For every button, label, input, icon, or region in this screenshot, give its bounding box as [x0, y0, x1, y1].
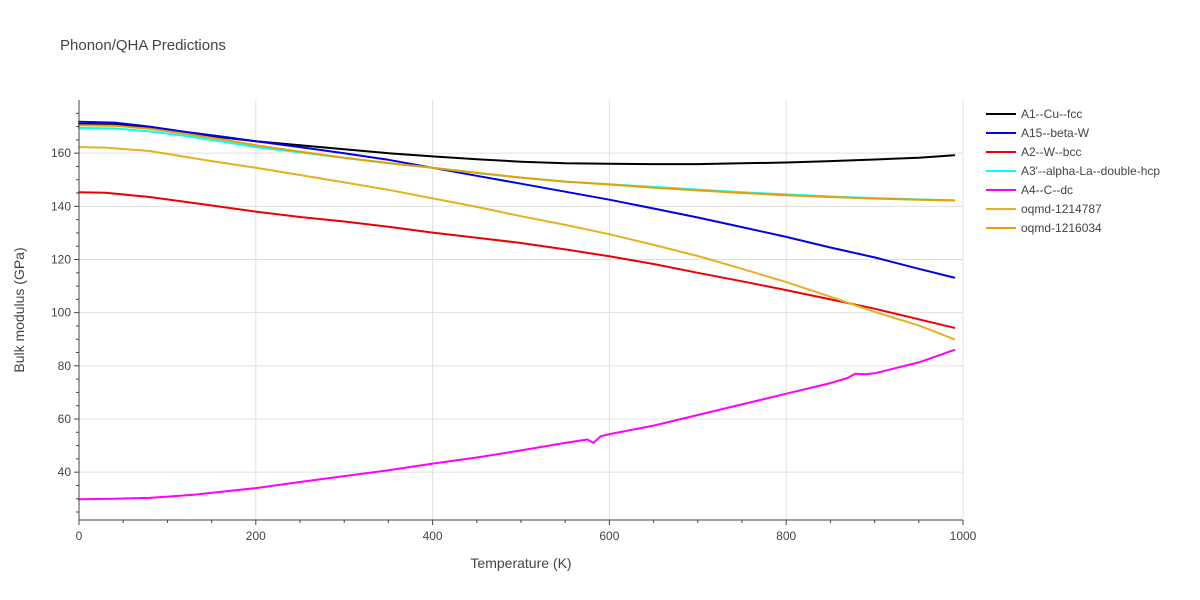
- x-ticks: 0 200 400 600 800 1000: [76, 520, 977, 543]
- y-tick-label: 80: [58, 359, 72, 373]
- y-tick-label: 100: [51, 306, 71, 320]
- x-tick-label: 1000: [950, 529, 977, 543]
- x-axis-title: Temperature (K): [470, 555, 571, 571]
- x-tick-label: 0: [76, 529, 83, 543]
- y-tick-label: 60: [58, 412, 72, 426]
- series-line-0: [78, 122, 956, 166]
- y-tick-label: 140: [51, 199, 71, 213]
- legend-label: A15--beta-W: [1021, 126, 1090, 140]
- legend-label: A3'--alpha-La--double-hcp: [1021, 164, 1160, 178]
- x-tick-label: 200: [246, 529, 266, 543]
- y-tick-label: 120: [51, 252, 71, 266]
- legend-item[interactable]: A1--Cu--fcc: [986, 107, 1082, 121]
- series-line-2: [78, 191, 956, 329]
- series-line-3: [78, 126, 956, 202]
- y-axis-title: Bulk modulus (GPa): [11, 247, 27, 372]
- legend-label: A2--W--bcc: [1021, 145, 1081, 159]
- axes-layer: [78, 100, 963, 521]
- legend-item[interactable]: A15--beta-W: [986, 126, 1090, 140]
- legend-item[interactable]: A3'--alpha-La--double-hcp: [986, 164, 1160, 178]
- legend-label: A4--C--dc: [1021, 183, 1073, 197]
- legend-item[interactable]: oqmd-1214787: [986, 202, 1102, 216]
- y-tick-label: 40: [58, 465, 72, 479]
- y-tick-label: 160: [51, 146, 71, 160]
- y-ticks: 40 60 80 100 120 140 160: [51, 112, 79, 513]
- series-line-5: [78, 146, 956, 341]
- legend[interactable]: A1--Cu--fcc A15--beta-W A2--W--bcc A3'--alp…: [986, 107, 1160, 235]
- x-tick-label: 800: [776, 529, 796, 543]
- legend-item[interactable]: A2--W--bcc: [986, 145, 1081, 159]
- series-line-4: [78, 348, 956, 501]
- x-tick-label: 400: [423, 529, 443, 543]
- legend-label: oqmd-1214787: [1021, 202, 1102, 216]
- legend-label: oqmd-1216034: [1021, 221, 1102, 235]
- series-layer: [78, 120, 956, 501]
- legend-item[interactable]: A4--C--dc: [986, 183, 1073, 197]
- x-tick-label: 600: [599, 529, 619, 543]
- series-line-1: [78, 120, 956, 279]
- series-line-6: [78, 124, 956, 202]
- grid-layer: [79, 100, 964, 520]
- legend-item[interactable]: oqmd-1216034: [986, 221, 1102, 235]
- chart-title: Phonon/QHA Predictions: [60, 37, 226, 54]
- legend-label: A1--Cu--fcc: [1021, 107, 1082, 121]
